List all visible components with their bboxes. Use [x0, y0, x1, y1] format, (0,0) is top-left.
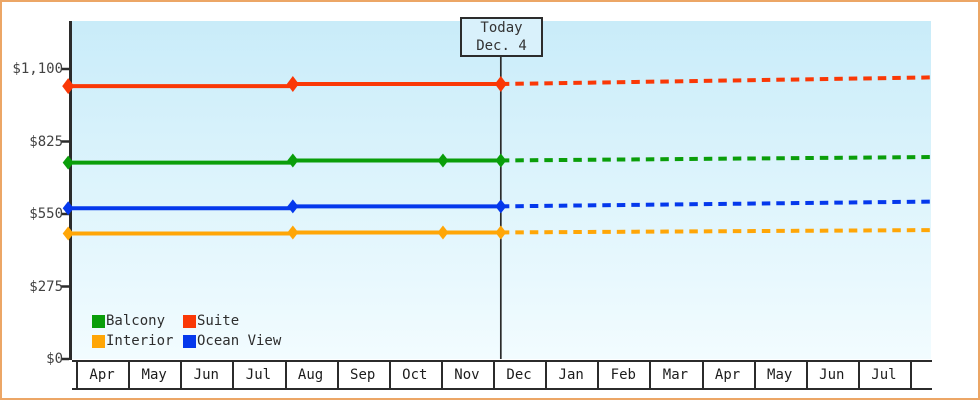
month-label: Jul [245, 367, 272, 383]
y-axis-label: $0 [46, 351, 63, 367]
legend-item-label: Interior [106, 333, 174, 349]
data-point-marker [437, 225, 449, 240]
y-axis-line [69, 21, 72, 360]
month-cell-border [388, 362, 391, 388]
month-label: Jun [193, 367, 219, 383]
y-axis-label: $825 [29, 133, 63, 150]
month-cell-border [76, 362, 78, 388]
month-cell-border [440, 362, 443, 388]
data-point-marker [62, 226, 74, 241]
month-cell-border [597, 362, 600, 388]
y-axis-tick [61, 357, 69, 361]
month-label: Sep [350, 367, 376, 383]
data-point-marker [437, 153, 449, 168]
y-axis-label: $550 [29, 206, 63, 222]
legend-item-interior: Interior [92, 334, 173, 348]
month-label: Aug [297, 367, 324, 383]
month-cell-border [753, 362, 756, 388]
x-axis-month-row: Apr May Jun Jul Aug Sep Oct Nov Dec Jan Feb Mar Apr M… [72, 360, 932, 390]
data-point-marker [62, 78, 75, 95]
series-line-balcony [68, 158, 501, 165]
month-label: Jul [871, 367, 897, 383]
data-point-marker [495, 199, 507, 214]
month-label: Apr [89, 367, 115, 383]
month-cell-border [910, 362, 912, 388]
y-axis-label: $1,100 [12, 61, 63, 77]
y-axis-label: $275 [29, 278, 63, 295]
month-cell-border [284, 362, 287, 388]
data-point-marker [62, 201, 74, 216]
data-point-marker [494, 76, 507, 93]
y-axis-tick [61, 212, 69, 216]
month-cell-border [545, 362, 548, 388]
month-cell-border [493, 362, 495, 388]
legend-item-suite: Suite [183, 314, 239, 328]
legend-item-label: Ocean View [197, 333, 282, 349]
data-point-marker [62, 155, 74, 170]
series-line-interior [68, 230, 501, 236]
month-label: May [767, 367, 793, 383]
y-axis-tick [61, 67, 69, 71]
data-point-marker [287, 225, 299, 240]
month-cell-border [180, 362, 183, 388]
month-cell-border [857, 362, 860, 388]
today-label: Today [480, 20, 523, 36]
month-label: Apr [714, 367, 741, 383]
legend-item-label: Suite [197, 313, 240, 329]
month-cell-border [805, 362, 808, 388]
series-line-ocean-view [68, 204, 501, 211]
y-axis-tick [61, 285, 69, 288]
month-label: Feb [610, 367, 636, 383]
month-label: Jan [558, 367, 584, 383]
today-date: Dec. 4 [476, 38, 527, 54]
month-label: Mar [662, 367, 689, 383]
legend-item-label: Balcony [106, 313, 166, 329]
legend-item-balcony: Balcony [92, 314, 165, 328]
legend-item-ocean-view: Ocean View [183, 334, 281, 348]
data-point-marker [495, 225, 507, 240]
series-line-suite [68, 82, 501, 89]
interior-swatch-icon [92, 334, 105, 348]
month-cell-border [649, 362, 652, 388]
y-axis-tick [61, 140, 69, 143]
data-point-marker [495, 153, 507, 168]
month-label: Jun [819, 367, 845, 383]
data-point-marker [286, 76, 299, 93]
month-cell-border [232, 362, 235, 388]
month-label: Dec [506, 367, 532, 383]
month-cell-border [701, 362, 704, 388]
balcony-swatch-icon [92, 314, 105, 328]
ocean-view-swatch-icon [183, 334, 196, 348]
month-label: May [141, 367, 167, 383]
month-label: Nov [454, 367, 480, 383]
data-point-marker [287, 153, 299, 168]
data-point-marker [287, 199, 299, 214]
today-marker-box: Today Dec. 4 [460, 17, 543, 57]
month-cell-border [128, 362, 131, 388]
suite-swatch-icon [183, 314, 196, 328]
month-label: Oct [402, 367, 428, 383]
month-cell-border [336, 362, 339, 388]
